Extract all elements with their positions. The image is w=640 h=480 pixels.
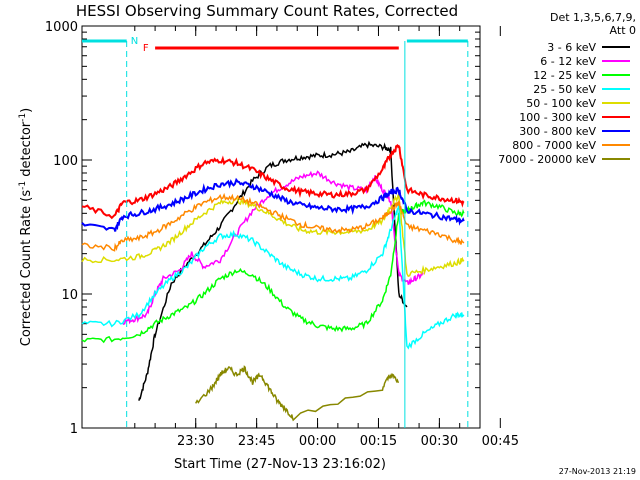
legend-entry-label: 25 - 50 keV	[533, 83, 596, 96]
legend-header-2: Att 0	[610, 24, 636, 37]
legend-entry-label: 50 - 100 keV	[526, 97, 596, 110]
series-line-8	[195, 365, 399, 422]
y-axis-label-part-1: Corrected Count Rate (s	[19, 190, 34, 347]
series-line-6	[81, 177, 465, 232]
series-layer	[81, 140, 465, 422]
y-tick-label: 10	[61, 288, 78, 303]
series-line-1	[121, 170, 424, 326]
x-axis: 23:30 23:45 00:00 00:15 00:30 00:45	[134, 26, 519, 449]
y-axis-label-part-2: detector	[19, 121, 34, 181]
legend-entry-label: 300 - 800 keV	[519, 125, 596, 138]
timestamp: 27-Nov-2013 21:19	[559, 467, 636, 476]
y-axis-label-part-3: )	[19, 108, 34, 113]
y-axis: 1 10 100 1000	[45, 20, 480, 437]
legend-entry-label: 100 - 300 keV	[519, 111, 596, 124]
x-tick-label: 23:45	[238, 434, 275, 449]
series-line-2	[81, 199, 465, 344]
series-line-3	[81, 204, 465, 350]
x-tick-label: 00:45	[482, 434, 519, 449]
y-axis-label: Corrected Count Rate (s-1 detector-1)	[18, 108, 34, 346]
legend-entry-label: 7000 - 20000 keV	[498, 153, 596, 166]
chart-title: HESSI Observing Summary Count Rates, Cor…	[76, 2, 458, 20]
y-tick-label: 1000	[45, 20, 78, 35]
legend-entry-label: 800 - 7000 keV	[512, 139, 596, 152]
marker-f: F	[143, 43, 149, 54]
x-tick-label: 00:30	[421, 434, 458, 449]
y-tick-label: 100	[53, 154, 78, 169]
x-tick-label: 00:00	[299, 434, 336, 449]
y-tick-label: 1	[70, 422, 78, 437]
markers-layer: NF	[82, 36, 469, 428]
x-tick-label: 23:30	[177, 434, 214, 449]
y-axis-label-sup-2: -1	[18, 113, 28, 122]
y-axis-label-sup-1: -1	[18, 181, 28, 190]
series-line-5	[81, 144, 465, 220]
marker-n: N	[131, 36, 138, 47]
legend-entry-label: 12 - 25 keV	[533, 69, 596, 82]
plot-frame	[81, 25, 481, 429]
x-tick-label: 00:15	[360, 434, 397, 449]
series-line-7	[81, 192, 465, 252]
x-axis-label: Start Time (27-Nov-13 23:16:02)	[174, 457, 386, 472]
series-line-0	[138, 140, 408, 401]
legend-header-1: Det 1,3,5,6,7,9,	[550, 11, 636, 24]
series-line-4	[81, 192, 465, 278]
legend-entry-label: 3 - 6 keV	[547, 41, 596, 54]
legend-entry-label: 6 - 12 keV	[540, 55, 596, 68]
